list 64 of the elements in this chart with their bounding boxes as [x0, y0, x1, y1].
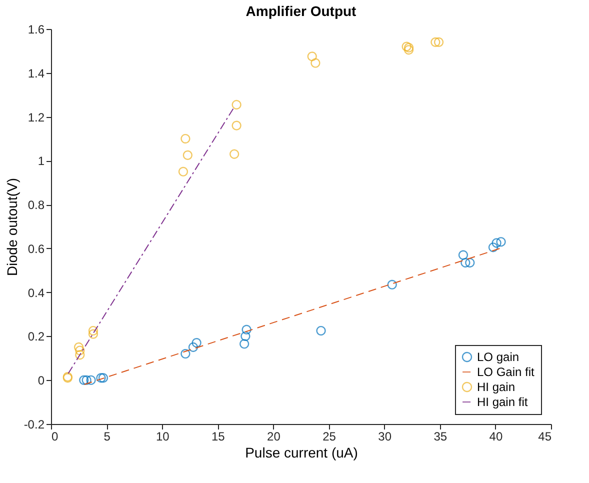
point	[387, 280, 397, 290]
point	[86, 375, 96, 385]
legend-label: LO Gain fit	[477, 365, 536, 379]
x-tick-label: 15	[211, 430, 226, 444]
point	[240, 331, 250, 341]
y-tick-label: 0.2	[28, 330, 45, 344]
x-tick-label: 40	[489, 430, 503, 444]
x-axis-title: Pulse current (uA)	[245, 444, 358, 460]
legend-label: HI gain fit	[477, 395, 528, 409]
x-tick-label: 20	[267, 430, 281, 444]
point	[88, 326, 98, 336]
point	[178, 166, 188, 176]
point	[496, 237, 506, 247]
y-tick-label: 0.4	[28, 286, 45, 300]
point	[75, 350, 85, 360]
point	[230, 149, 240, 159]
point	[240, 339, 250, 349]
point	[316, 326, 326, 336]
y-tick-label: 0.8	[28, 198, 45, 212]
point	[180, 134, 190, 144]
x-tick-label: 0	[52, 430, 58, 444]
y-tick-label: 1.2	[28, 110, 45, 124]
x-tick-label: 10	[156, 430, 170, 444]
y-tick-label: 1.4	[28, 66, 45, 80]
point	[460, 258, 470, 268]
point	[492, 238, 502, 248]
point	[402, 42, 412, 52]
y-axis-title: Diode outout(V)	[4, 178, 20, 276]
point	[434, 37, 444, 47]
point	[430, 37, 440, 47]
y-tick-label: -0.2	[24, 418, 45, 432]
point	[458, 250, 468, 260]
point	[180, 349, 190, 359]
x-tick-label: 35	[434, 430, 448, 444]
point	[182, 150, 192, 160]
point	[88, 329, 98, 339]
point	[74, 342, 84, 352]
point	[96, 373, 106, 383]
point	[488, 242, 498, 252]
point	[98, 373, 108, 383]
legend-label: HI gain	[477, 380, 516, 394]
x-tick-label: 30	[378, 430, 392, 444]
y-tick-label: 0.6	[28, 242, 45, 256]
legend-label: LO gain	[477, 350, 520, 364]
point	[79, 375, 89, 385]
point	[192, 338, 202, 348]
point	[188, 342, 198, 352]
y-tick-label: 0	[38, 374, 45, 388]
point	[307, 52, 317, 62]
point	[310, 58, 320, 68]
point	[465, 258, 475, 268]
point	[404, 42, 414, 52]
point	[232, 120, 242, 130]
x-tick-label: 25	[322, 430, 336, 444]
chart-title: Amplifier Output	[246, 3, 357, 19]
y-tick-label: 1	[38, 154, 45, 168]
point	[242, 324, 252, 334]
x-tick-label: 45	[538, 430, 552, 444]
x-tick-label: 5	[104, 430, 111, 444]
point	[404, 45, 414, 55]
y-tick-label: 1.6	[28, 22, 45, 36]
point	[75, 346, 85, 356]
point	[232, 100, 242, 110]
point	[82, 375, 92, 385]
